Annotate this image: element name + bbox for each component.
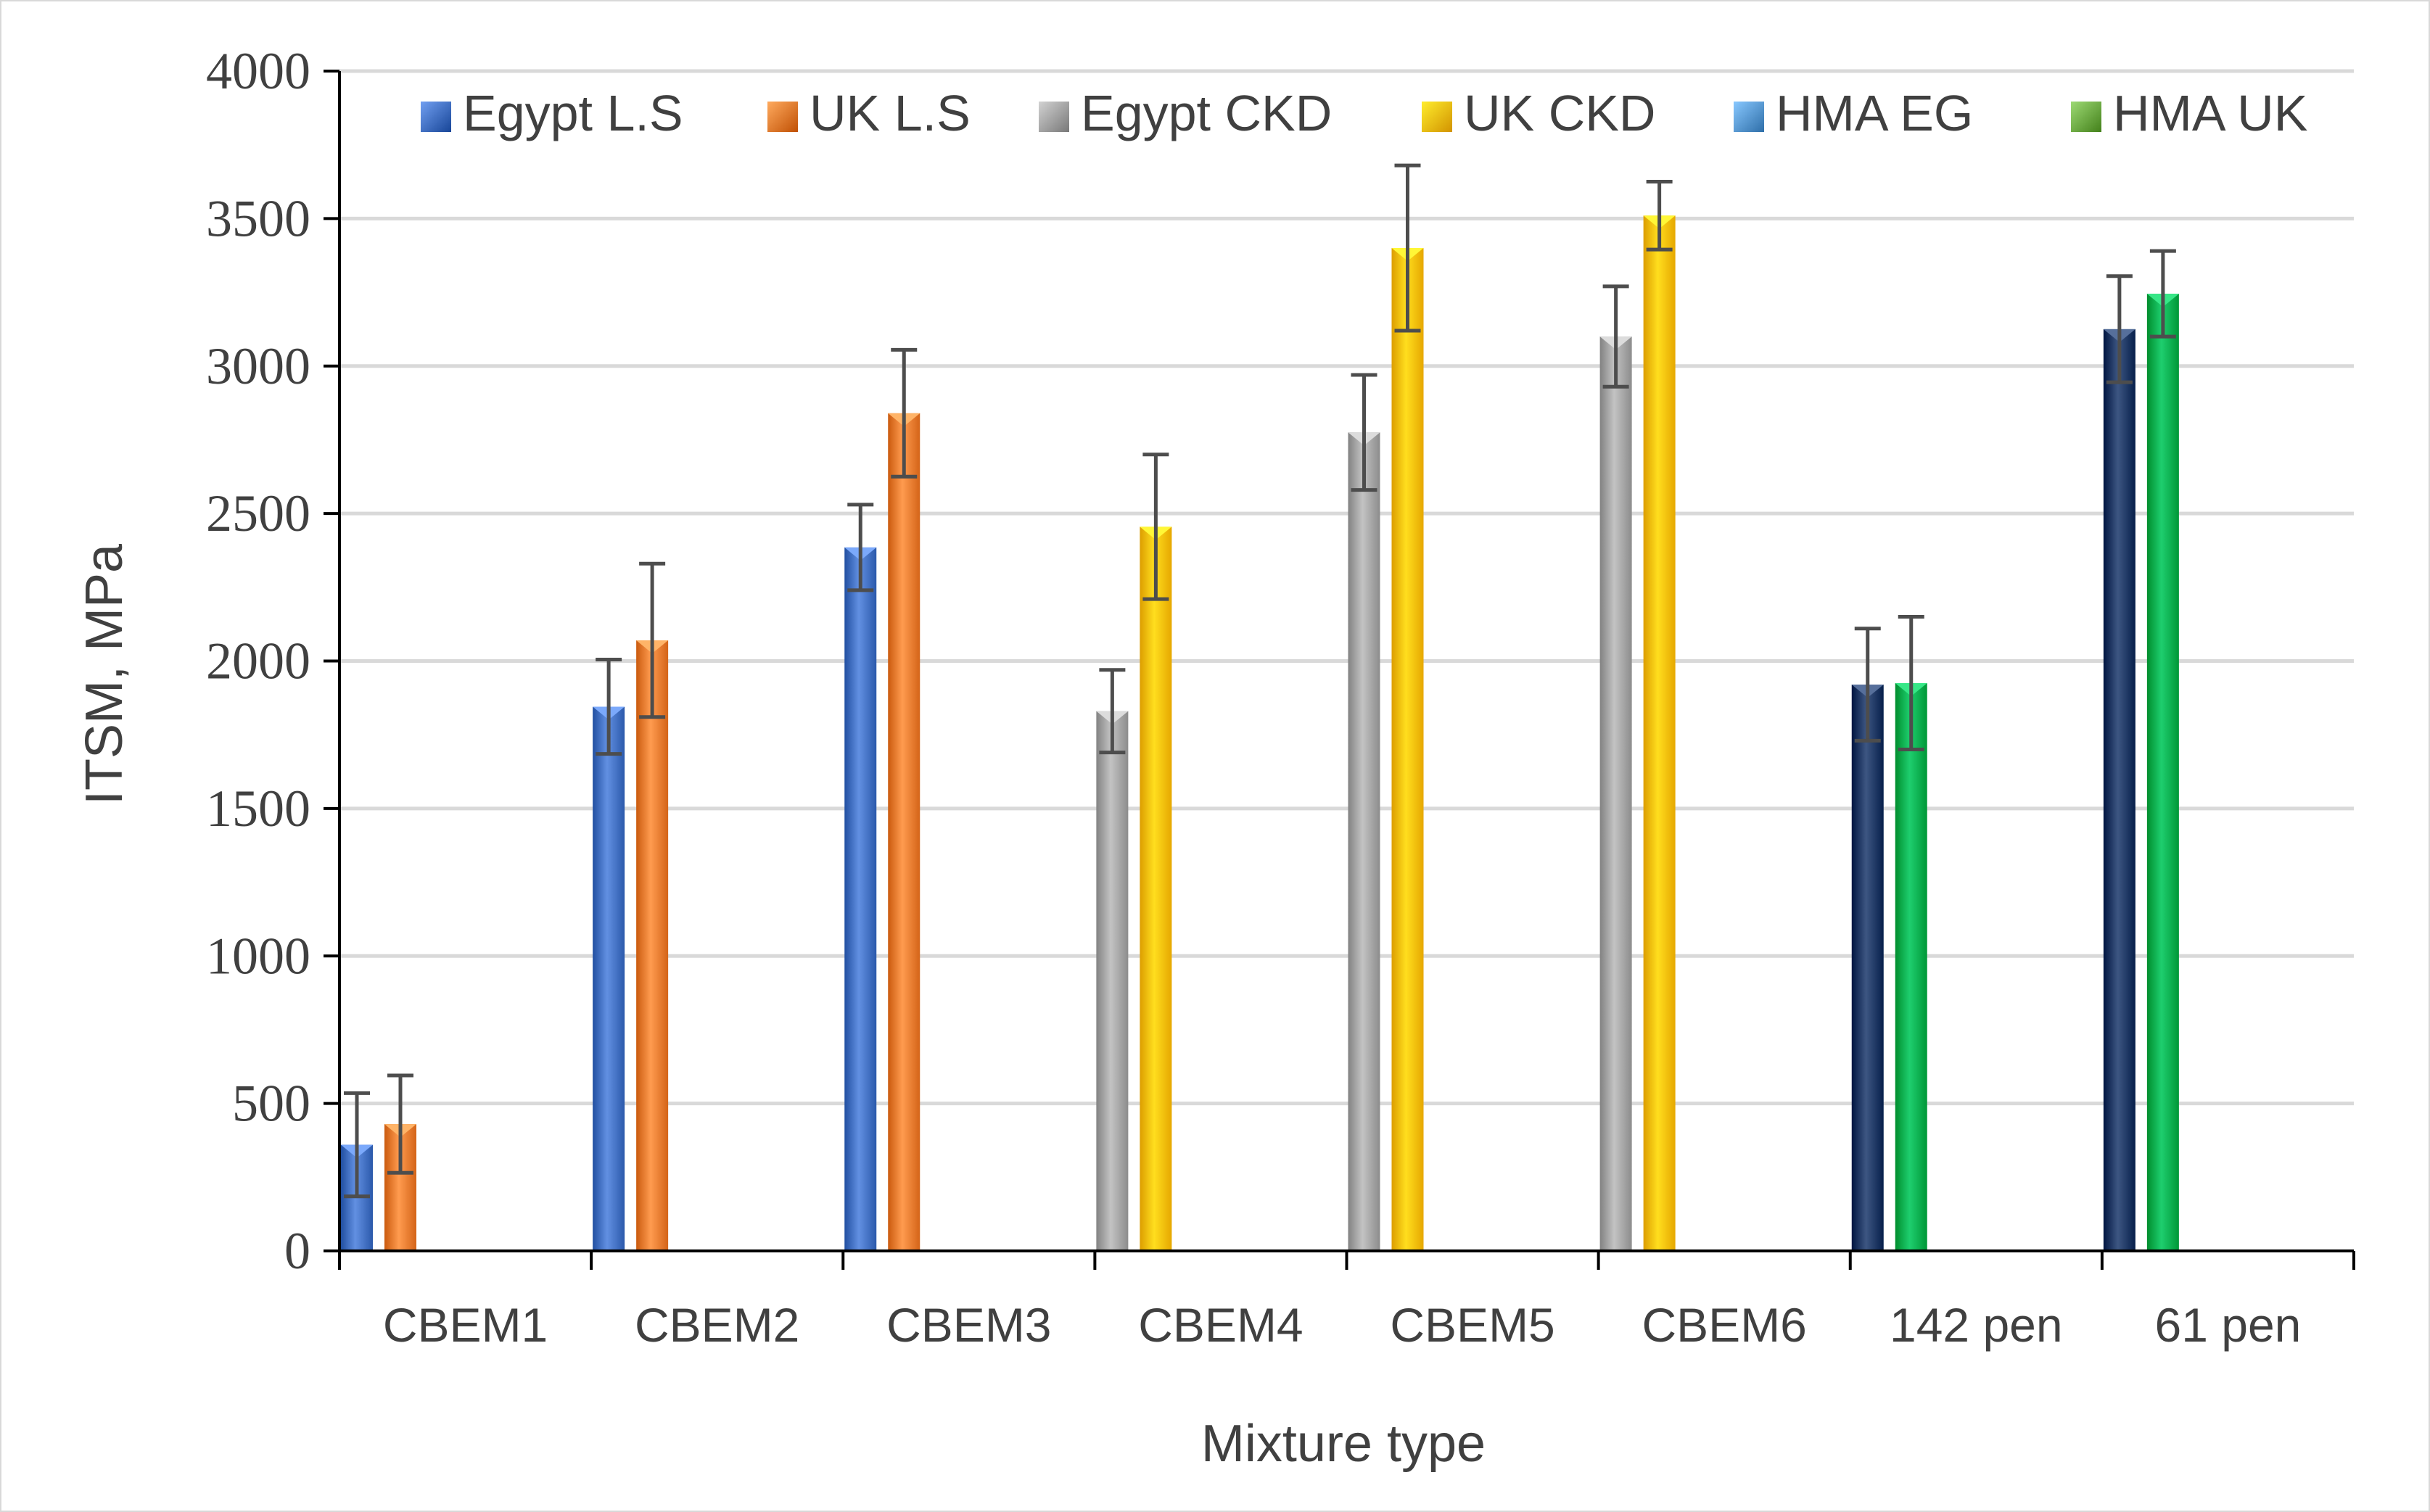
bar-egypt-ckd-cbem4 bbox=[1096, 711, 1129, 1251]
legend-label: HMA EG bbox=[1776, 85, 1973, 141]
error-bar bbox=[2106, 274, 2133, 384]
bar-egypt-ckd-cbem5 bbox=[1348, 432, 1380, 1251]
bar-uk-ckd-cbem6 bbox=[1643, 215, 1676, 1251]
x-tick-labels: CBEM1 CBEM2 CBEM3 CBEM4 CBEM5 CBEM6 142 pen 61 … bbox=[383, 1298, 2302, 1352]
error-bar bbox=[2149, 249, 2176, 339]
x-tick-label: CBEM2 bbox=[635, 1298, 799, 1352]
legend: Egypt L.S UK L.S Egypt CKD UK CKD HMA EG HMA … bbox=[421, 85, 2307, 141]
x-tick-label: 142 pen bbox=[1890, 1298, 2063, 1352]
y-axis-title: ITSM, MPa bbox=[75, 543, 133, 805]
x-tick-label: 61 pen bbox=[2155, 1298, 2302, 1352]
legend-label: Egypt L.S bbox=[463, 85, 683, 141]
x-tick-label: CBEM4 bbox=[1138, 1298, 1303, 1352]
error-bar bbox=[1142, 453, 1169, 601]
error-bar bbox=[387, 1073, 413, 1175]
y-tick-labels: 0 500 1000 1500 2000 2500 3000 3500 4000 bbox=[206, 42, 310, 1280]
bar-egypt-ckd-cbem6 bbox=[1599, 336, 1632, 1252]
y-tick-label: 2000 bbox=[206, 632, 310, 690]
legend-swatch bbox=[2071, 102, 2101, 132]
bar-hma-uk-142-pen bbox=[1895, 683, 1927, 1251]
y-tick-label: 2500 bbox=[206, 484, 310, 542]
error-bar bbox=[1854, 627, 1881, 743]
error-bar bbox=[344, 1091, 370, 1199]
bar-uk-ckd-cbem4 bbox=[1140, 526, 1172, 1251]
y-tick-label: 1500 bbox=[206, 780, 310, 838]
error-bar bbox=[639, 561, 666, 719]
error-bar bbox=[1646, 180, 1673, 252]
legend-swatch bbox=[1734, 102, 1764, 132]
error-bar bbox=[1898, 614, 1924, 752]
error-bar bbox=[847, 503, 874, 592]
error-bars bbox=[344, 163, 2176, 1199]
x-tick-label: CBEM3 bbox=[886, 1298, 1051, 1352]
y-tick-label: 1000 bbox=[206, 927, 310, 985]
legend-item: HMA UK bbox=[2071, 85, 2307, 141]
bar-hma-eg-61-pen bbox=[2103, 329, 2135, 1251]
y-tick-label: 500 bbox=[232, 1075, 310, 1133]
x-tick-label: CBEM5 bbox=[1390, 1298, 1554, 1352]
legend-label: UK CKD bbox=[1464, 85, 1655, 141]
legend-swatch bbox=[1039, 102, 1069, 132]
y-tick-label: 4000 bbox=[206, 42, 310, 100]
legend-label: UK L.S bbox=[810, 85, 971, 141]
bar-uk-ckd-cbem5 bbox=[1391, 248, 1424, 1251]
legend-item: UK CKD bbox=[1422, 85, 1655, 141]
bar-hma-uk-61-pen bbox=[2146, 294, 2179, 1252]
error-bar bbox=[1351, 373, 1377, 492]
axes bbox=[324, 70, 2355, 1270]
legend-item: Egypt CKD bbox=[1039, 85, 1332, 141]
error-bar bbox=[891, 347, 918, 479]
error-bar bbox=[1099, 668, 1126, 755]
error-bar bbox=[1394, 163, 1421, 333]
legend-label: Egypt CKD bbox=[1081, 85, 1332, 141]
y-tick-label: 3000 bbox=[206, 337, 310, 395]
legend-item: UK L.S bbox=[767, 85, 971, 141]
legend-item: Egypt L.S bbox=[421, 85, 683, 141]
legend-label: HMA UK bbox=[2113, 85, 2307, 141]
x-tick-label: CBEM1 bbox=[383, 1298, 548, 1352]
bar-egypt-l-s-cbem3 bbox=[844, 547, 877, 1251]
y-tick-label: 3500 bbox=[206, 189, 310, 247]
bar-uk-l-s-cbem2 bbox=[636, 640, 669, 1251]
error-bar bbox=[596, 657, 622, 756]
gridlines bbox=[339, 69, 2354, 1106]
legend-swatch bbox=[767, 102, 798, 132]
legend-item: HMA EG bbox=[1734, 85, 1973, 141]
legend-swatch bbox=[421, 102, 451, 132]
bars bbox=[341, 215, 2179, 1252]
x-axis-title: Mixture type bbox=[1201, 1415, 1486, 1473]
bar-hma-eg-142-pen bbox=[1851, 685, 1884, 1251]
bar-egypt-l-s-cbem2 bbox=[593, 706, 625, 1251]
bar-uk-l-s-cbem3 bbox=[888, 413, 920, 1251]
x-tick-label: CBEM6 bbox=[1642, 1298, 1806, 1352]
legend-swatch bbox=[1422, 102, 1452, 132]
error-bar bbox=[1602, 284, 1629, 389]
y-tick-label: 0 bbox=[284, 1222, 310, 1280]
